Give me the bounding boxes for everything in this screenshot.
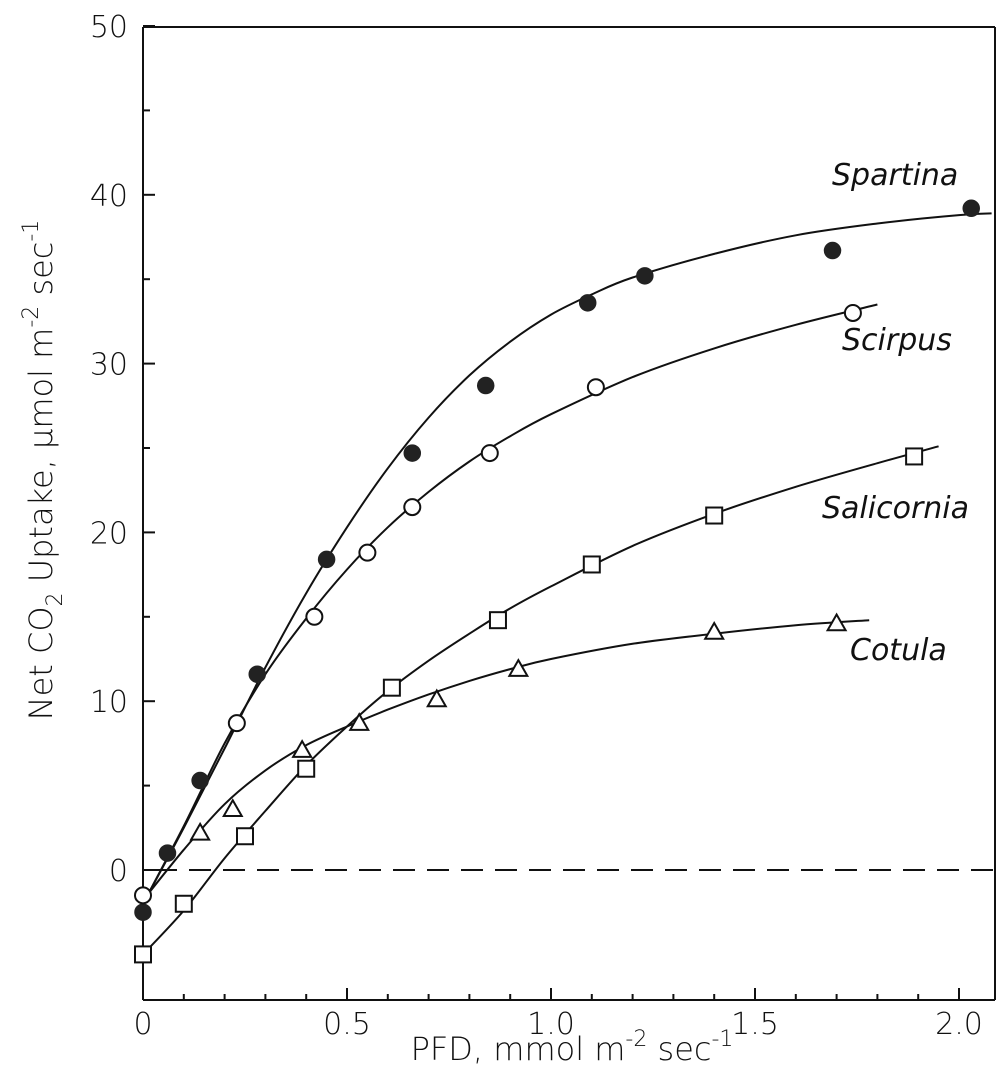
data-point-salicornia <box>134 945 152 964</box>
x-tick-label: 2.0 <box>935 1007 983 1042</box>
data-point-cotula <box>291 739 313 758</box>
data-point-spartina <box>476 376 495 395</box>
data-point-salicornia <box>905 447 924 466</box>
data-point-spartina <box>191 771 209 790</box>
data-point-salicornia <box>236 827 254 846</box>
data-point-scirpus <box>586 378 605 397</box>
fit-curve-scirpus <box>142 303 878 905</box>
fit-curve-spartina <box>142 212 992 905</box>
x-tick-label: 0 <box>133 1007 152 1042</box>
series-labels: Spartina Scirpus Salicornia Cotula <box>822 158 969 668</box>
data-points <box>134 199 980 964</box>
data-point-spartina <box>823 241 842 260</box>
data-point-scirpus <box>843 303 862 322</box>
data-point-cotula <box>825 612 848 632</box>
data-point-salicornia <box>488 611 507 630</box>
y-tick-label: 0 <box>109 854 128 889</box>
data-point-salicornia <box>382 678 401 697</box>
series-label-salicornia: Salicornia <box>822 491 969 526</box>
data-point-cotula <box>222 798 244 817</box>
data-point-spartina <box>636 267 654 285</box>
axes <box>142 26 996 1001</box>
data-point-scirpus <box>305 607 324 626</box>
data-point-spartina <box>248 665 266 683</box>
data-point-cotula <box>426 688 448 708</box>
data-point-salicornia <box>297 759 316 778</box>
y-tick-label: 50 <box>90 10 128 45</box>
y-tick-label: 40 <box>90 179 128 214</box>
data-point-cotula <box>189 821 211 841</box>
fit-curve-cotula <box>142 619 870 902</box>
data-point-scirpus <box>480 444 499 463</box>
data-point-cotula <box>703 620 725 640</box>
x-tick-label: 0.5 <box>323 1007 371 1042</box>
x-tick-label: 1.0 <box>527 1007 575 1042</box>
data-point-scirpus <box>134 886 152 905</box>
y-ticks: 0 10 20 30 40 50 <box>90 10 155 956</box>
data-point-scirpus <box>403 498 422 517</box>
data-point-spartina <box>403 444 422 462</box>
data-point-cotula <box>348 712 370 731</box>
y-tick-label: 30 <box>90 348 128 383</box>
data-point-spartina <box>158 844 177 862</box>
y-axis-title: Net CO2 Uptake, μmol m-2 sec-1 <box>19 220 68 721</box>
data-point-salicornia <box>582 555 601 574</box>
data-point-spartina <box>962 199 980 218</box>
x-axis-title: PFD, mmol m-2 sec-1 <box>411 1027 734 1068</box>
data-point-salicornia <box>705 506 724 525</box>
y-tick-label: 20 <box>90 516 128 551</box>
series-label-spartina: Spartina <box>832 158 958 193</box>
data-point-scirpus <box>227 714 246 733</box>
x-tick-label: 1.5 <box>731 1007 779 1042</box>
data-point-spartina <box>317 550 336 569</box>
fit-curve-salicornia <box>142 445 939 956</box>
data-point-scirpus <box>358 543 377 562</box>
series-label-scirpus: Scirpus <box>842 323 952 358</box>
data-point-spartina <box>134 903 152 921</box>
data-point-salicornia <box>174 894 193 913</box>
data-point-cotula <box>507 658 530 677</box>
series-label-cotula: Cotula <box>850 633 947 668</box>
data-point-spartina <box>578 294 597 312</box>
y-tick-label: 10 <box>90 685 128 720</box>
x-ticks: 0 0.5 1.0 1.5 2.0 <box>133 988 983 1042</box>
